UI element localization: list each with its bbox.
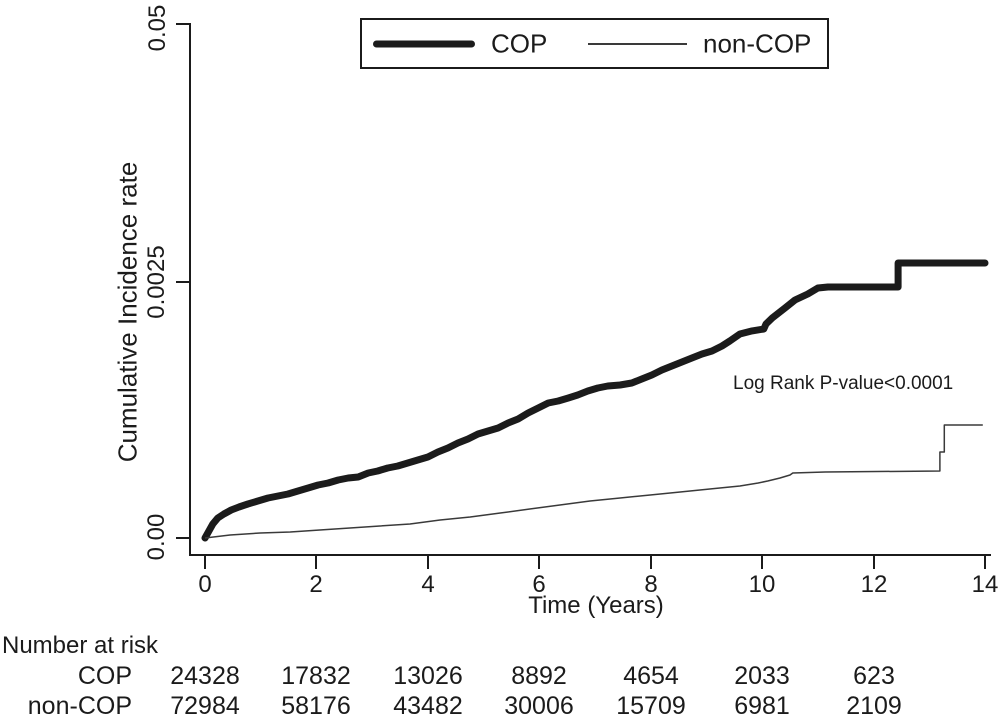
legend-thin-line-swatch — [588, 42, 687, 45]
series-cop-line — [201, 259, 989, 542]
x-axis-title: Time (Years) — [528, 592, 664, 619]
risk-value: 30006 — [504, 692, 574, 718]
x-tick-label: 14 — [971, 571, 999, 598]
x-tick-label: 4 — [421, 571, 435, 598]
risk-value: 15709 — [616, 692, 686, 718]
x-tick-label: 12 — [860, 571, 888, 598]
risk-value: 6981 — [734, 692, 790, 718]
risk-value: 17832 — [281, 662, 351, 690]
legend-thick-line-swatch — [373, 40, 475, 47]
risk-value: 58176 — [281, 692, 351, 718]
risk-value: 24328 — [170, 662, 240, 690]
log-rank-annotation: Log Rank P-value<0.0001 — [733, 373, 954, 394]
x-tick-label: 6 — [532, 571, 546, 598]
risk-value: 623 — [853, 662, 895, 690]
legend-label-noncop: non-COP — [703, 28, 812, 58]
risk-value: 13026 — [393, 662, 463, 690]
x-tick-label: 2 — [309, 571, 323, 598]
risk-value: 2109 — [846, 692, 902, 718]
x-tick-label: 10 — [748, 571, 776, 598]
series-noncop-line — [204, 424, 983, 539]
risk-value: 72984 — [170, 692, 240, 718]
risk-row-label-noncop: non-COP — [27, 692, 132, 718]
risk-row-label-cop: COP — [77, 662, 132, 690]
y-tick-label-mid: 0.0025 — [143, 245, 170, 319]
risk-value: 4654 — [623, 662, 679, 690]
risk-value: 2033 — [734, 662, 790, 690]
legend-label-cop: COP — [491, 28, 548, 58]
y-tick-label-top: 0.05 — [144, 4, 171, 52]
y-tick-label-zero: 0.00 — [143, 513, 170, 561]
risk-table-title: Number at risk — [2, 632, 159, 659]
y-axis-title: Cumulative Incidence rate — [112, 161, 143, 463]
x-tick-label: 0 — [198, 571, 212, 598]
legend: COP non-COP — [360, 18, 829, 69]
x-tick-label: 8 — [644, 571, 658, 598]
risk-value: 43482 — [393, 692, 463, 718]
risk-value: 8892 — [511, 662, 567, 690]
